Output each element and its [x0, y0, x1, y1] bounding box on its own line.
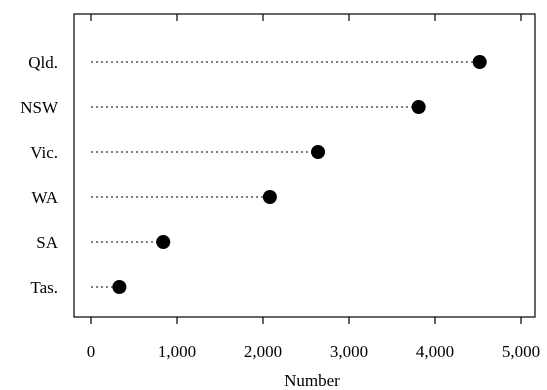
row-2: NSW: [20, 98, 426, 117]
x-tick-labels: 0 1,000 2,000 3,000 4,000 5,000: [87, 342, 540, 361]
data-point-6: [112, 280, 127, 294]
row-1: Qld.: [28, 53, 487, 72]
row-3: Vic.: [30, 143, 326, 162]
category-label-3: Vic.: [30, 143, 58, 162]
category-label-1: Qld.: [28, 53, 58, 72]
top-tick-marks: [90, 14, 522, 21]
x-tick-label-2000: 2,000: [244, 342, 282, 361]
x-axis-title: Number: [284, 371, 340, 390]
x-tick-label-1000: 1,000: [158, 342, 196, 361]
data-point-4: [262, 190, 277, 204]
data-rows: Qld. NSW Vic. WA SA Tas.: [20, 53, 487, 297]
category-label-5: SA: [36, 233, 58, 252]
x-tick-label-4000: 4,000: [416, 342, 454, 361]
data-point-1: [472, 55, 487, 69]
data-point-2: [411, 100, 426, 114]
plot-frame: [73, 13, 536, 318]
category-label-6: Tas.: [30, 278, 58, 297]
category-label-4: WA: [32, 188, 59, 207]
row-6: Tas.: [30, 278, 127, 297]
data-point-3: [311, 145, 326, 159]
bottom-tick-marks: [90, 317, 522, 324]
category-label-2: NSW: [20, 98, 59, 117]
x-tick-label-5000: 5,000: [502, 342, 540, 361]
data-point-5: [156, 235, 171, 249]
x-tick-label-3000: 3,000: [330, 342, 368, 361]
row-5: SA: [36, 233, 171, 252]
row-4: WA: [32, 188, 277, 207]
x-tick-label-0: 0: [87, 342, 96, 361]
